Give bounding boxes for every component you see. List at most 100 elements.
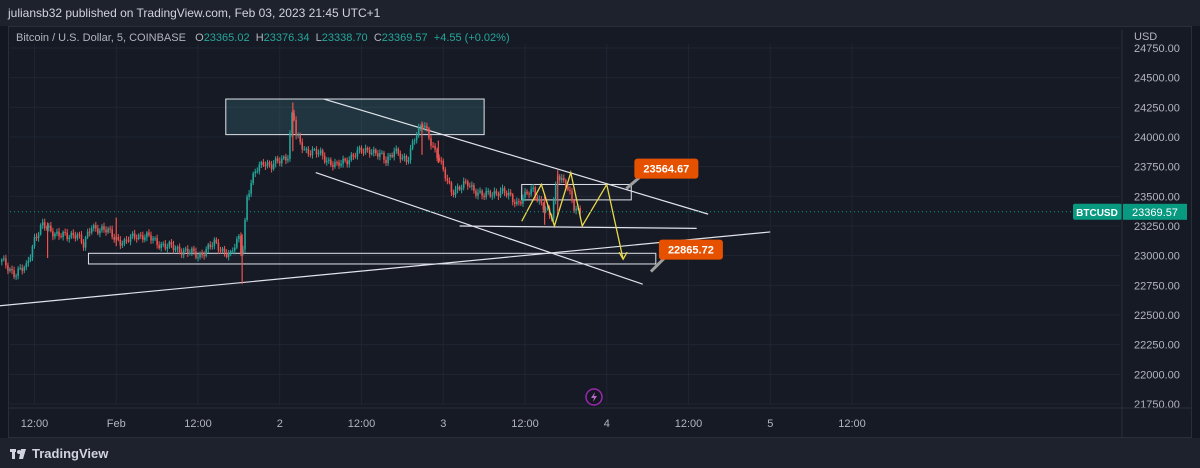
candle-body xyxy=(516,201,518,204)
candle-body xyxy=(360,147,363,153)
candle-body xyxy=(45,227,48,229)
candle-body xyxy=(501,188,504,191)
candle-body xyxy=(534,187,537,197)
candle-body xyxy=(231,250,234,252)
candle-body xyxy=(29,257,32,261)
candle-body xyxy=(250,183,252,194)
candle-body xyxy=(285,156,287,161)
last-price-text: 23369.57 xyxy=(1132,207,1178,219)
candle-body xyxy=(538,199,541,201)
candle-body xyxy=(107,228,109,233)
candle-body xyxy=(207,244,210,250)
candle-body xyxy=(483,195,485,198)
candle-body xyxy=(242,249,244,254)
candle-body xyxy=(92,225,95,229)
candle-body xyxy=(536,196,539,201)
published-header: juliansb32 published on TradingView.com,… xyxy=(0,0,1200,26)
candle-body xyxy=(168,241,171,247)
candle-body xyxy=(334,162,336,167)
candle-body xyxy=(86,231,89,238)
y-tick-label: 23500.00 xyxy=(1134,191,1180,203)
x-tick-label: 5 xyxy=(767,418,773,430)
candle-body xyxy=(325,160,328,163)
candle-body xyxy=(403,156,406,159)
symbol-tag-text: BTCUSD xyxy=(1076,208,1118,219)
candle-body xyxy=(458,186,461,190)
candle-body xyxy=(127,240,130,242)
candle-body xyxy=(391,154,393,157)
candle-body xyxy=(397,148,400,154)
close-value: 23369.57 xyxy=(381,32,428,44)
candle-body xyxy=(289,133,291,159)
candle-body xyxy=(189,252,191,254)
candle-body xyxy=(56,231,58,234)
candle-body xyxy=(434,145,436,150)
candle-body xyxy=(385,159,387,164)
x-tick-label: 2 xyxy=(277,418,283,430)
candle-body xyxy=(291,113,293,134)
candle-body xyxy=(268,162,271,165)
candle-body xyxy=(227,253,230,257)
candle-body xyxy=(113,236,116,240)
candle-body xyxy=(217,242,220,251)
candle-body xyxy=(211,245,214,247)
x-tick-label: 12:00 xyxy=(511,418,539,430)
candle-body xyxy=(546,208,549,210)
candle-body xyxy=(99,230,101,234)
candle-body xyxy=(70,232,73,238)
candle-body xyxy=(348,159,351,165)
candle-body xyxy=(575,208,577,211)
candle-body xyxy=(509,192,512,195)
candle-body xyxy=(84,237,87,248)
currency-label: USD xyxy=(1134,31,1158,43)
candle-body xyxy=(303,149,306,151)
candle-body xyxy=(152,238,154,241)
candle-body xyxy=(315,149,318,155)
close-label: C xyxy=(373,32,382,44)
candle-body xyxy=(438,157,440,161)
candle-body xyxy=(305,148,308,150)
candle-body xyxy=(184,248,187,251)
candle-body xyxy=(21,267,24,271)
candle-body xyxy=(7,265,9,271)
candle-body xyxy=(264,165,267,167)
price-callout-text: 22865.72 xyxy=(668,245,714,257)
candle-body xyxy=(346,160,348,165)
candle-body xyxy=(252,173,254,184)
candle-body xyxy=(41,222,44,226)
candle-body xyxy=(364,147,367,153)
candle-body xyxy=(481,190,483,196)
candle-body xyxy=(560,177,563,181)
trend-line xyxy=(459,225,697,229)
y-tick-label: 24500.00 xyxy=(1134,73,1180,85)
high-value: 23376.34 xyxy=(263,32,310,44)
candle-body xyxy=(150,235,152,241)
candle-body xyxy=(313,149,316,151)
candle-body xyxy=(328,159,330,161)
x-tick-label: 12:00 xyxy=(21,418,49,430)
candle-body xyxy=(452,192,455,195)
trend-line xyxy=(0,231,771,307)
tradingview-brand[interactable]: TradingView xyxy=(10,446,108,461)
candle-body xyxy=(530,189,532,195)
candle-body xyxy=(565,180,567,187)
candle-body xyxy=(417,127,420,136)
candle-body xyxy=(511,194,514,203)
y-tick-label: 23750.00 xyxy=(1134,162,1180,174)
candle-body xyxy=(254,171,257,174)
candle-body xyxy=(383,152,385,160)
candle-body xyxy=(258,164,261,172)
candle-body xyxy=(233,247,236,251)
candle-body xyxy=(78,234,81,236)
candle-body xyxy=(503,188,506,193)
candle-body xyxy=(389,154,391,157)
tradingview-logo-icon xyxy=(10,449,26,459)
candle-body xyxy=(524,191,526,198)
candle-body xyxy=(344,158,346,161)
candle-body xyxy=(48,225,50,228)
candle-body xyxy=(436,149,438,158)
chart-frame xyxy=(8,26,1192,438)
candle-body xyxy=(573,200,575,211)
candle-body xyxy=(219,250,222,252)
